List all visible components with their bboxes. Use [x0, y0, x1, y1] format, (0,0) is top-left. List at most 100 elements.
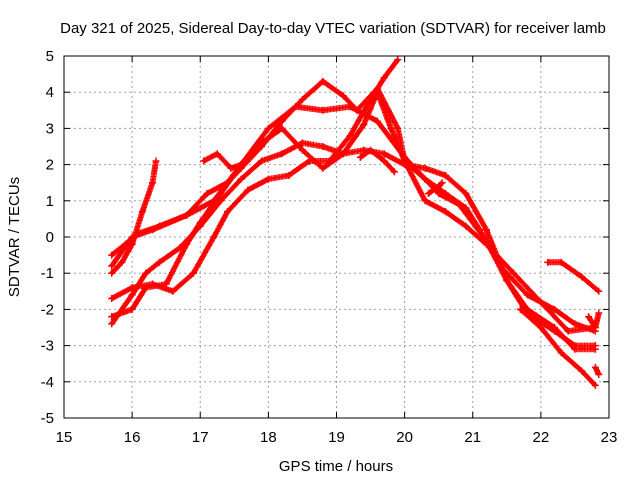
data-point [585, 313, 593, 321]
data-point [476, 226, 484, 234]
data-point [258, 139, 266, 147]
series-track-10 [544, 258, 603, 295]
data-point [373, 88, 381, 96]
data-point [298, 139, 306, 147]
data-point [421, 175, 429, 183]
data-point [128, 240, 136, 248]
data-point [516, 305, 524, 313]
series-track-7 [200, 150, 245, 172]
data-point [237, 161, 245, 169]
data-point [435, 182, 443, 190]
data-point [128, 291, 136, 299]
data-point [264, 124, 272, 132]
y-tick-label: -3 [41, 338, 54, 355]
series-trace [108, 78, 597, 334]
data-point [319, 164, 327, 172]
data-point [390, 168, 398, 176]
series-track-6 [108, 157, 160, 277]
data-point [298, 95, 306, 103]
data-point [591, 381, 599, 389]
data-point [551, 305, 558, 313]
data-point [442, 190, 449, 198]
data-point [162, 280, 170, 288]
data-point [380, 74, 388, 82]
x-tick-label: 15 [56, 429, 73, 446]
x-tick-label: 18 [260, 429, 277, 446]
data-point [319, 143, 327, 150]
x-tick-label: 22 [533, 429, 550, 446]
series-track-9 [424, 179, 446, 198]
data-point [353, 106, 361, 114]
data-point [108, 269, 116, 277]
data-point [149, 179, 157, 187]
series-track-8 [356, 146, 398, 176]
data-point [298, 146, 306, 154]
data-series [108, 56, 603, 389]
data-point [557, 349, 565, 357]
series-track-4 [108, 88, 599, 335]
series-track-13 [591, 363, 603, 379]
data-point [571, 320, 579, 328]
x-tick-label: 23 [601, 429, 618, 446]
x-axis-label: GPS time / hours [279, 458, 393, 475]
data-point [258, 157, 266, 165]
y-tick-label: 4 [46, 84, 54, 101]
data-point [503, 276, 511, 284]
data-point [121, 240, 129, 248]
data-point [401, 161, 409, 169]
data-point [424, 190, 432, 198]
data-point [339, 150, 347, 158]
data-point [217, 190, 225, 198]
data-point [285, 171, 293, 179]
series-track-5 [108, 139, 599, 353]
y-tick-label: -4 [41, 374, 54, 391]
x-tick-label: 20 [396, 429, 413, 446]
data-point [128, 305, 136, 313]
data-point [442, 208, 449, 216]
data-point [244, 186, 252, 194]
data-point [462, 222, 470, 230]
data-point [346, 132, 354, 140]
data-point [482, 226, 490, 234]
data-point [217, 197, 225, 205]
data-point [152, 157, 160, 165]
data-point [595, 309, 603, 317]
data-point [438, 179, 446, 187]
data-point [462, 204, 470, 212]
y-tick-label: 1 [46, 193, 54, 210]
data-point [319, 106, 327, 114]
y-tick-label: 5 [46, 48, 54, 65]
data-point [421, 197, 429, 205]
x-tick-label: 19 [328, 429, 345, 446]
y-tick-label: -1 [41, 265, 54, 282]
data-point [595, 371, 603, 379]
data-point [591, 345, 599, 353]
data-point [578, 273, 586, 281]
data-point [319, 77, 327, 85]
series-track-11 [516, 305, 599, 389]
data-point [224, 208, 231, 216]
chart-title: Day 321 of 2025, Sidereal Day-to-day VTE… [60, 20, 606, 37]
data-point [196, 222, 204, 230]
data-point [237, 175, 245, 183]
data-point [213, 150, 221, 158]
y-tick-label: -2 [41, 301, 54, 318]
y-tick-label: -5 [41, 410, 54, 427]
data-point [394, 56, 402, 64]
y-tick-label: 2 [46, 157, 54, 174]
data-point [138, 208, 146, 216]
data-point [564, 327, 572, 335]
y-axis-label: SDTVAR / TECUs [6, 177, 23, 297]
y-tick-label: 3 [46, 120, 54, 137]
data-point [278, 117, 286, 125]
x-tick-label: 16 [124, 429, 141, 446]
series-track-3 [108, 56, 402, 303]
data-point [108, 262, 116, 270]
data-point [462, 190, 470, 198]
data-point [523, 291, 531, 299]
y-tick-label: 0 [46, 229, 54, 246]
data-point [571, 345, 579, 353]
data-point [360, 121, 368, 129]
data-point [442, 171, 449, 179]
